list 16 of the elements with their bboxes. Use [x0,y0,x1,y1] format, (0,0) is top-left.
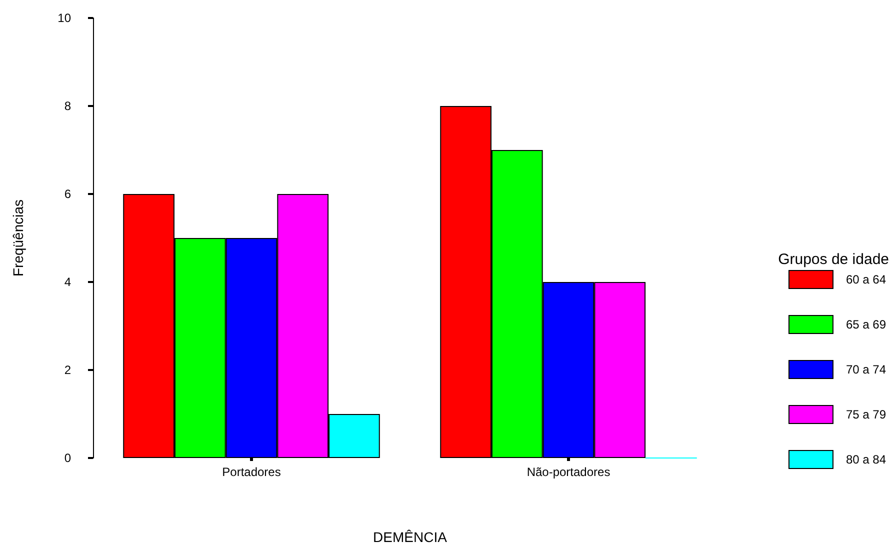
y-axis-title: Freqüências [10,199,26,277]
legend-label: 75 a 79 [846,408,886,422]
legend-label: 70 a 74 [846,362,886,376]
legend-label: 80 a 84 [846,452,886,466]
x-tick-label: Portadores [222,465,281,479]
legend-label: 65 a 69 [846,318,886,332]
y-tick-label: 4 [64,275,72,289]
y-tick-label: 0 [64,451,72,465]
x-axis-title: DEMÊNCIA [373,529,448,545]
y-tick-label: 10 [58,11,72,25]
legend-label: 60 a 64 [846,272,886,286]
legend-title: Grupos de idade [778,251,890,268]
y-tick-label: 8 [64,99,72,113]
y-tick-label: 2 [64,363,72,377]
x-tick-label: Não-portadores [526,465,610,479]
y-tick-label: 6 [64,187,72,201]
